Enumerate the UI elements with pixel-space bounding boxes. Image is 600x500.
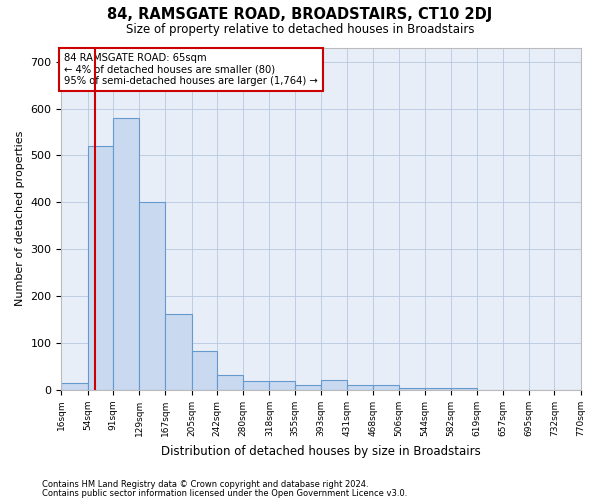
- Bar: [166, 314, 191, 390]
- Bar: [295, 386, 321, 390]
- Bar: [425, 388, 451, 390]
- Text: 84 RAMSGATE ROAD: 65sqm
← 4% of detached houses are smaller (80)
95% of semi-det: 84 RAMSGATE ROAD: 65sqm ← 4% of detached…: [64, 52, 318, 86]
- Bar: [243, 380, 269, 390]
- Bar: [269, 380, 295, 390]
- X-axis label: Distribution of detached houses by size in Broadstairs: Distribution of detached houses by size …: [161, 444, 481, 458]
- Bar: [399, 388, 425, 390]
- Bar: [88, 146, 113, 390]
- Text: 84, RAMSGATE ROAD, BROADSTAIRS, CT10 2DJ: 84, RAMSGATE ROAD, BROADSTAIRS, CT10 2DJ: [107, 8, 493, 22]
- Text: Contains HM Land Registry data © Crown copyright and database right 2024.: Contains HM Land Registry data © Crown c…: [42, 480, 368, 489]
- Bar: [217, 374, 243, 390]
- Y-axis label: Number of detached properties: Number of detached properties: [15, 131, 25, 306]
- Bar: [139, 202, 166, 390]
- Bar: [61, 383, 88, 390]
- Bar: [113, 118, 139, 390]
- Text: Contains public sector information licensed under the Open Government Licence v3: Contains public sector information licen…: [42, 488, 407, 498]
- Bar: [347, 386, 373, 390]
- Bar: [451, 388, 476, 390]
- Text: Size of property relative to detached houses in Broadstairs: Size of property relative to detached ho…: [126, 22, 474, 36]
- Bar: [191, 351, 217, 390]
- Bar: [373, 386, 399, 390]
- Bar: [321, 380, 347, 390]
